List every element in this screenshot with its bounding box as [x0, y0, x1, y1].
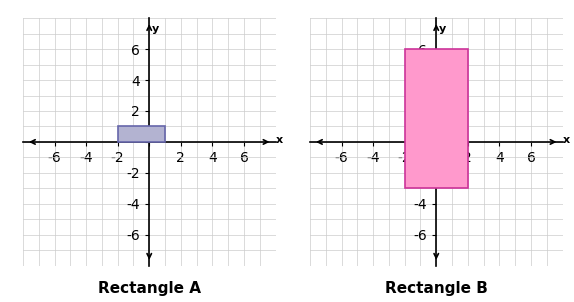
Text: y: y: [439, 24, 446, 34]
Bar: [405, 49, 468, 188]
Text: y: y: [152, 24, 159, 34]
Text: x: x: [276, 135, 282, 145]
Text: x: x: [563, 135, 569, 145]
Text: Rectangle B: Rectangle B: [385, 281, 488, 296]
Text: Rectangle A: Rectangle A: [98, 281, 201, 296]
Bar: [118, 127, 165, 142]
